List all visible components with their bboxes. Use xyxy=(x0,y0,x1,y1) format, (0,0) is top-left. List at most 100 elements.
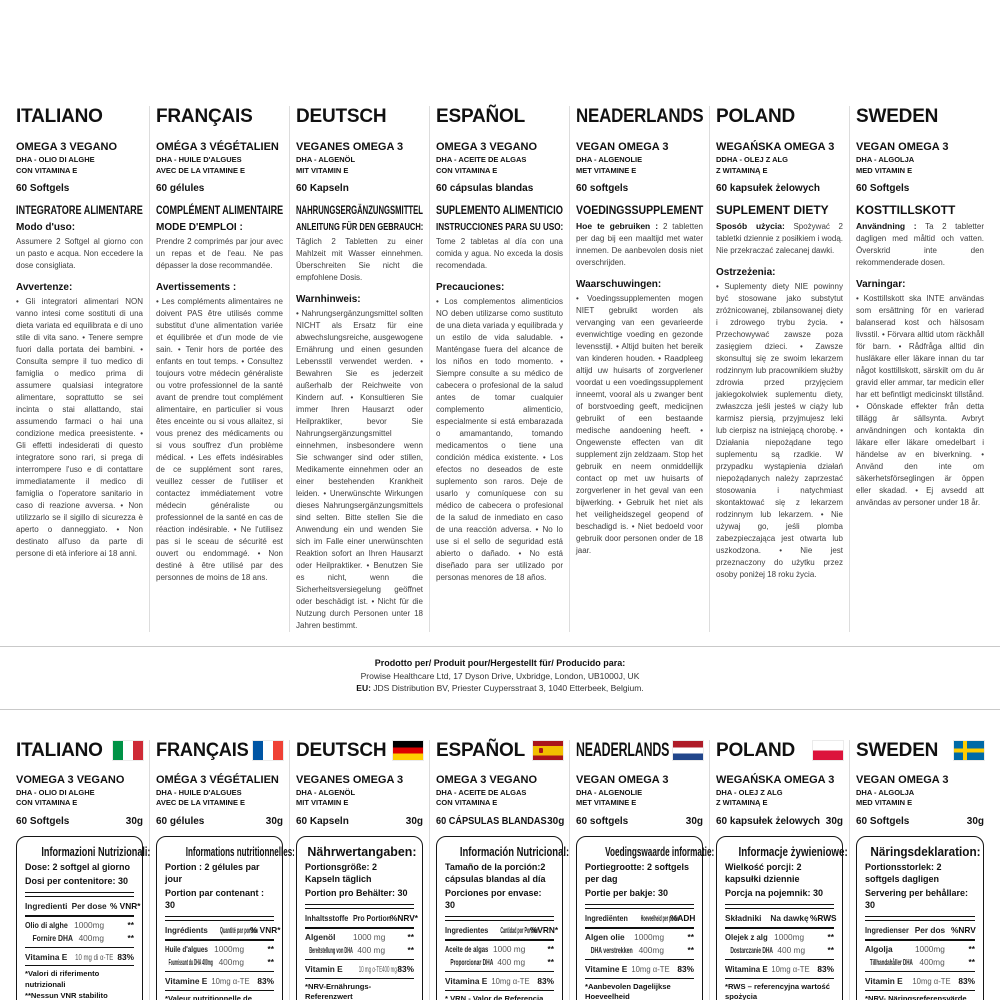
bottom-column-header: ITALIANO xyxy=(16,740,143,762)
manufacturer-address-uk: Prowise Healthcare Ltd, 17 Dyson Drive, … xyxy=(360,671,640,682)
product-subtitle-dha: DHA - ACEITE DE ALGAS xyxy=(436,787,527,797)
usage-text: Täglich 2 Tabletten zu einer Mahlzeit mi… xyxy=(296,237,423,282)
row-separator xyxy=(445,989,554,991)
product-subtitle-vitamin: MIT VITAMIN E xyxy=(296,165,349,175)
country-flag-icon xyxy=(113,741,143,761)
ingredient-amount: 400mg xyxy=(919,956,945,967)
capsule-count: 60 Softgels xyxy=(856,183,910,194)
country-flag-icon xyxy=(673,741,703,761)
ingredient-nrv: ** xyxy=(127,919,134,930)
product-name: VOMEGA 3 VEGANO xyxy=(16,773,125,786)
ingredient-nrv: ** xyxy=(687,944,694,955)
table-row-dha: Tillhandahåller DHA 400mg ** xyxy=(865,956,975,969)
ingredient-amount: 1000mg xyxy=(634,931,665,942)
product-subtitle-vitamin: CON VITAMINA E xyxy=(436,798,498,808)
count-weight-row: 60 Softgels 30g xyxy=(856,816,984,827)
top-language-column: ESPAÑOL OMEGA 3 VEGANO DHA - ACEITE DE A… xyxy=(430,106,570,632)
ingredient-amount: 400 mg xyxy=(357,944,386,955)
capsule-count: 60 Softgels xyxy=(16,815,70,827)
table-row-dha: DHA verstrekken 400mg ** xyxy=(585,944,694,957)
table-row-algae-oil: Olio di alghe 1000mg ** xyxy=(25,919,134,932)
double-rule xyxy=(725,904,834,910)
bottom-column-header: DEUTSCH xyxy=(296,740,423,762)
table-row-algae-oil: Olejek z alg 1000mg ** xyxy=(725,931,834,944)
double-rule xyxy=(865,916,975,922)
header-nrv: %NRV* xyxy=(390,913,418,924)
table-row-dha: Bereitstellung von DHA 400 mg ** xyxy=(305,944,414,957)
table-title: Nährwertangaben: xyxy=(307,843,417,859)
country-flag-icon xyxy=(813,741,843,761)
table-row-algae-oil: Aceite de algas 1000 mg ** xyxy=(445,943,554,956)
manufacturer-heading: Prodotto per/ Produit pour/Hergestellt f… xyxy=(374,658,626,668)
table-header-row: Ingrédients Quantité par portion % VNR* xyxy=(165,924,280,942)
double-rule xyxy=(445,916,554,922)
table-title-wrap: Nährwertangaben: xyxy=(305,843,417,859)
servings-per-container: Portion par contenant : 30 xyxy=(165,887,264,911)
row-separator xyxy=(725,958,834,960)
count-weight-row: 60 softgels 30g xyxy=(576,816,703,827)
language-title: ITALIANO xyxy=(16,106,103,127)
language-title: POLAND xyxy=(716,106,796,127)
language-title: FRANÇAIS xyxy=(156,106,253,127)
row-separator xyxy=(305,958,414,960)
warnings-heading: Avertissements : xyxy=(156,282,237,293)
ingredient-nrv: ** xyxy=(267,944,274,955)
top-language-column: ITALIANO OMEGA 3 VEGANO DHA - OLIO DI AL… xyxy=(10,106,150,632)
product-subtitle-dha: DHA - ALGENOLIE xyxy=(576,155,643,164)
servings-per-container: Porcja na pojemnik: 30 xyxy=(725,887,824,898)
table-title: Informations nutritionnelles: xyxy=(185,843,295,859)
warnings-heading: Ostrzeżenia: xyxy=(716,267,776,278)
ingredient-amount: 1000mg xyxy=(74,919,105,930)
product-subtitle-dha: DHA - ACEITE DE ALGAS xyxy=(436,155,527,164)
row-separator xyxy=(865,989,975,991)
usage-text: Ta 2 tabletter dagligen med måltid och v… xyxy=(856,222,984,267)
capsule-count: 60 Softgels xyxy=(16,183,70,194)
serving-size: Portionsgröße: 2 Kapseln täglich xyxy=(305,861,378,884)
product-subtitle-vitamin: CON VITAMINA E xyxy=(436,165,498,175)
table-title-wrap: Näringsdeklaration: xyxy=(865,844,980,859)
table-title-wrap: Voedingswaarde informatie: xyxy=(585,844,714,859)
language-title: DEUTSCH xyxy=(296,739,387,761)
ingredient-amount: 10mg α-TE xyxy=(631,963,670,974)
product-name: VEGANES OMEGA 3 xyxy=(296,141,404,153)
row-separator xyxy=(445,970,554,972)
product-name: WEGAŃSKA OMEGA 3 xyxy=(716,141,835,153)
ingredient-name: Vitamin E xyxy=(865,975,903,986)
nutrition-facts-table: Informations nutritionnelles: Portion : … xyxy=(156,835,295,1000)
product-subtitle-vitamin: MIT VITAMIN E xyxy=(296,798,349,808)
table-row-vitamin-e: Vitamina E 10 mg di α-TE 83% xyxy=(25,951,134,964)
ingredient-amount: 1000 mg xyxy=(493,944,526,955)
divider-above-manufacturer xyxy=(0,646,1000,647)
ingredient-amount: 400mg xyxy=(78,932,104,943)
product-subtitle-vitamin: CON VITAMINA E xyxy=(16,165,78,175)
ingredient-name: Algenöl xyxy=(305,931,336,942)
header-ingredients: Składniki xyxy=(725,913,762,924)
table-title-wrap: Informacje żywieniowe: xyxy=(725,843,848,859)
ingredient-name: Algolja xyxy=(865,944,893,955)
nutrition-facts-table: Näringsdeklaration: Portionsstorlek: 2 s… xyxy=(856,835,984,1000)
table-row-dha: Fournissant du DHA 400mg 400mg ** xyxy=(165,956,274,969)
header-ingredients: Ingredienti xyxy=(25,900,68,911)
warnings-text: • Suplementy diety NIE powinny być stoso… xyxy=(716,282,843,579)
product-name: OMÉGA 3 VÉGÉTALIEN xyxy=(156,773,279,786)
usage-text: Assumere 2 Softgel al giorno con un past… xyxy=(16,237,143,270)
product-subtitle-dha: DHA - HUILE D'ALGUES xyxy=(156,155,242,164)
product-name: VEGAN OMEGA 3 xyxy=(856,773,949,786)
language-title: ESPAÑOL xyxy=(436,106,526,127)
ingredient-nrv: ** xyxy=(267,956,274,967)
product-subtitle-vitamin: Z WITAMINĄ E xyxy=(716,165,768,175)
double-rule xyxy=(165,916,274,922)
capsule-count: 60 kapsułek żelowych xyxy=(716,183,820,194)
ingredient-nrv: 83% xyxy=(397,963,414,974)
table-footnote-1: *Valori di riferimento nutrizionali xyxy=(25,969,100,990)
warnings-heading: Avvertenze: xyxy=(16,282,73,293)
row-separator xyxy=(725,977,834,979)
header-nrv: % VNR* xyxy=(110,900,141,911)
table-header-row: Ingrediënten Hoeveelheid per portie %ADH xyxy=(585,912,695,929)
count-weight-row: 60 gélules 30g xyxy=(156,816,283,827)
ingredient-amount: 1000mg xyxy=(214,944,245,955)
top-language-column: DEUTSCH VEGANES OMEGA 3 DHA - ALGENÖL MI… xyxy=(290,106,430,632)
header-amount: Per dose xyxy=(71,900,107,911)
net-weight: 30g xyxy=(405,815,423,827)
table-title: Informacje żywieniowe: xyxy=(738,843,848,859)
